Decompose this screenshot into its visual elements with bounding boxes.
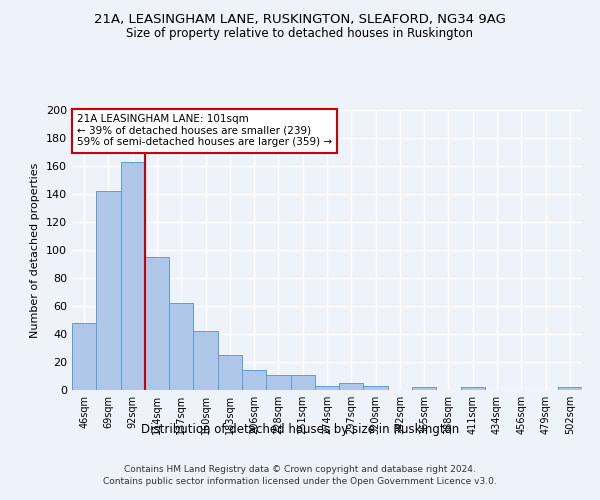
Bar (72, 323, 96, 390)
Text: Size of property relative to detached houses in Ruskington: Size of property relative to detached ho… (127, 28, 473, 40)
Bar (169, 303, 193, 390)
Bar (558, 387, 582, 390)
Bar (145, 257, 169, 390)
Bar (412, 387, 436, 390)
Bar (364, 386, 388, 390)
Bar (96, 191, 121, 390)
Bar (242, 370, 266, 390)
Bar (461, 387, 485, 390)
Bar (290, 374, 315, 390)
Text: Distribution of detached houses by size in Ruskington: Distribution of detached houses by size … (141, 422, 459, 436)
Bar (121, 162, 145, 390)
Text: 21A, LEASINGHAM LANE, RUSKINGTON, SLEAFORD, NG34 9AG: 21A, LEASINGHAM LANE, RUSKINGTON, SLEAFO… (94, 12, 506, 26)
Text: Contains HM Land Registry data © Crown copyright and database right 2024.: Contains HM Land Registry data © Crown c… (124, 465, 476, 474)
Text: 21A LEASINGHAM LANE: 101sqm
← 39% of detached houses are smaller (239)
59% of se: 21A LEASINGHAM LANE: 101sqm ← 39% of det… (77, 114, 332, 148)
Bar (339, 383, 364, 390)
Bar (218, 355, 242, 390)
Bar (315, 386, 339, 390)
Bar (266, 374, 290, 390)
Y-axis label: Number of detached properties: Number of detached properties (31, 162, 40, 338)
Bar (193, 331, 218, 390)
Text: Contains public sector information licensed under the Open Government Licence v3: Contains public sector information licen… (103, 478, 497, 486)
